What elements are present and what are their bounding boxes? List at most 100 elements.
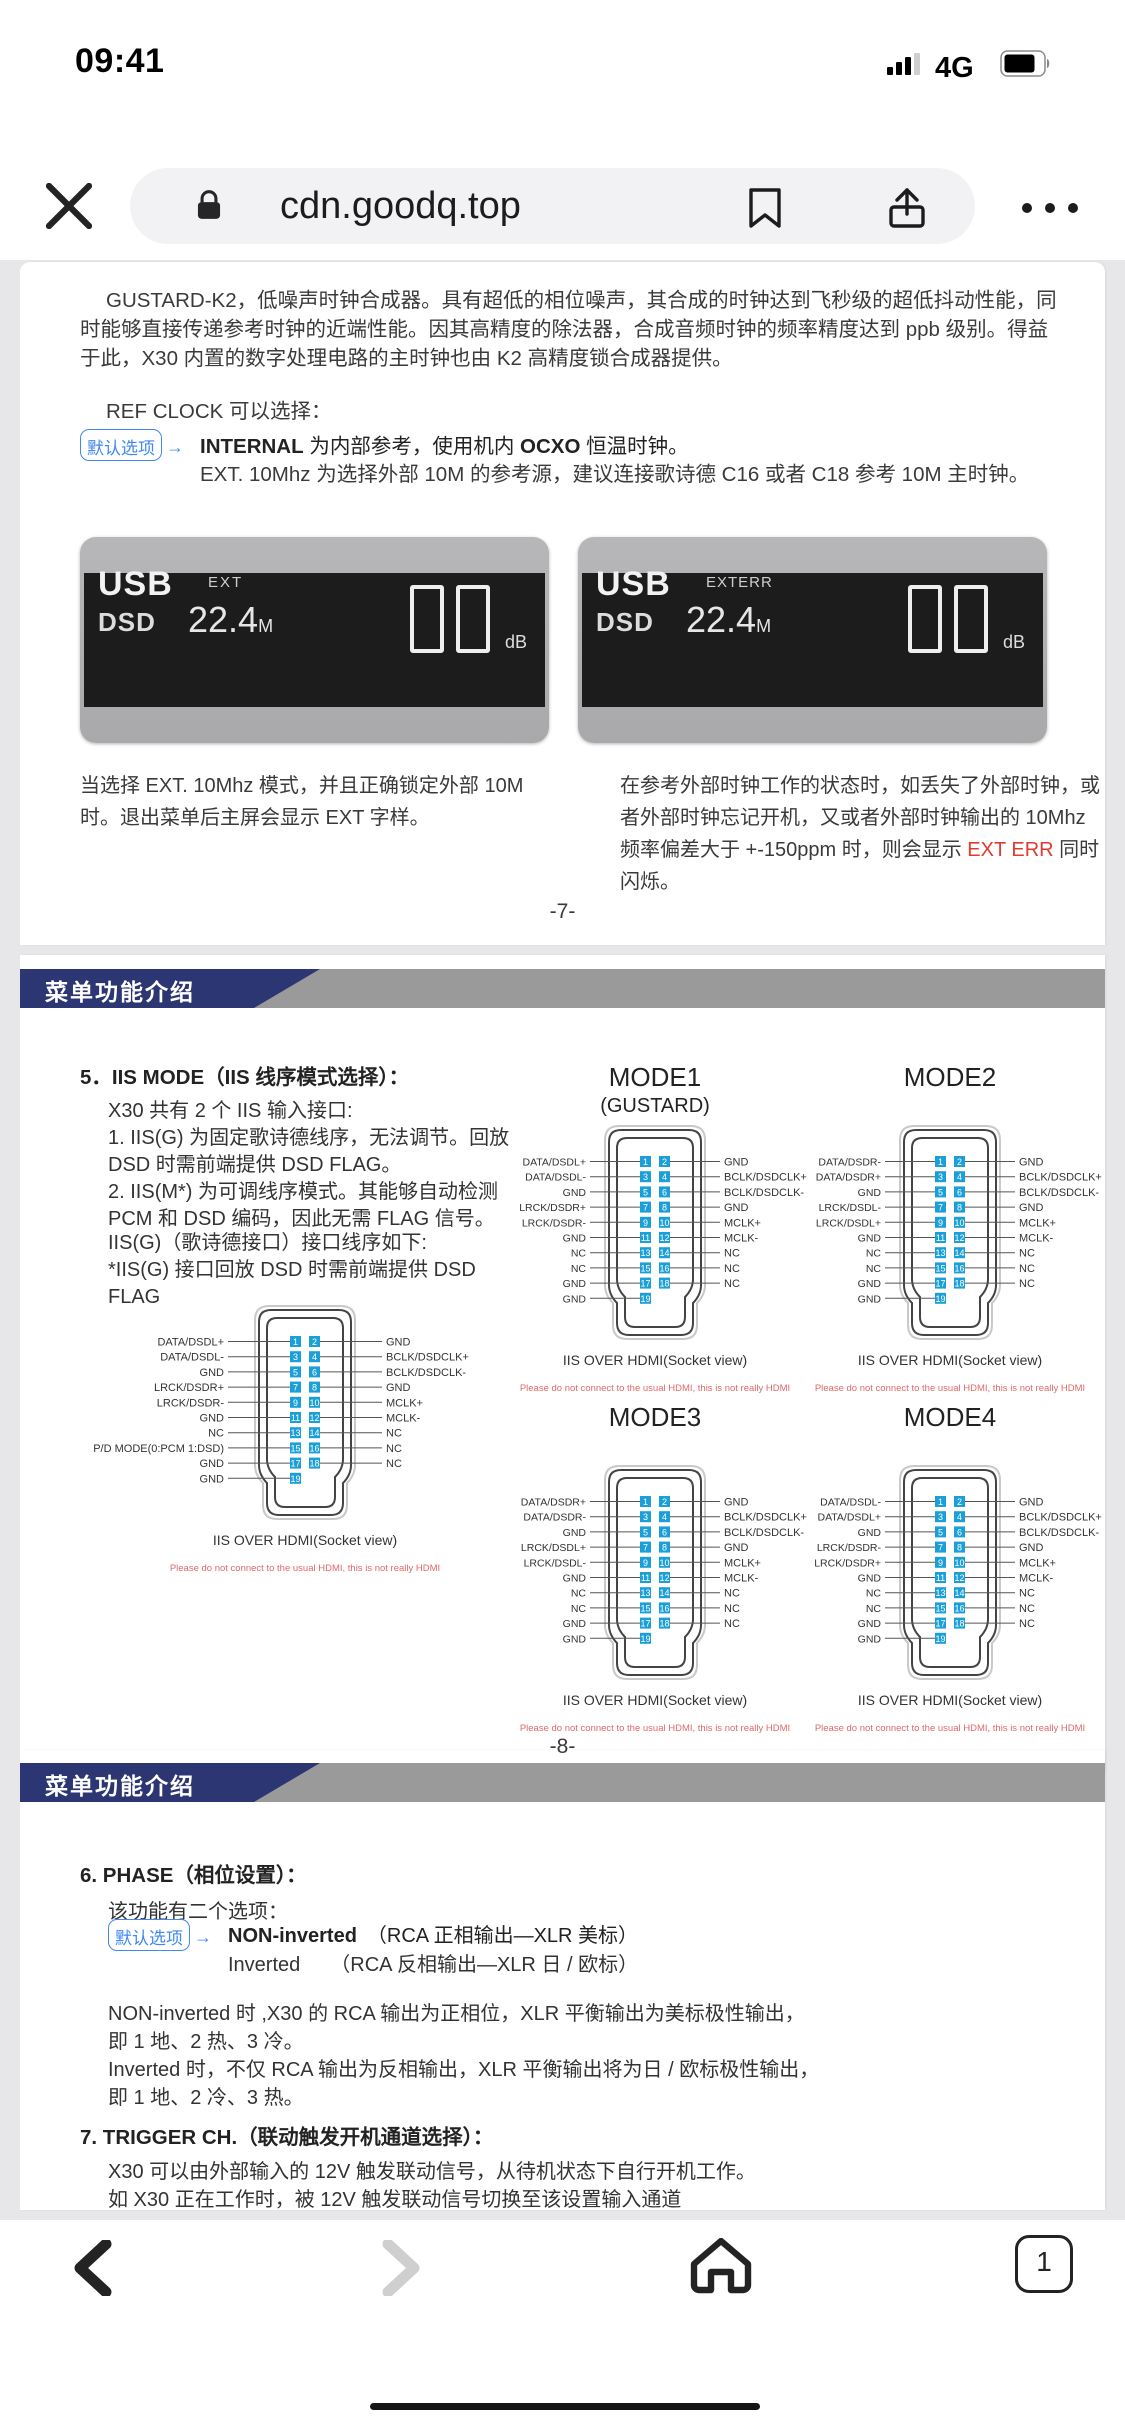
svg-text:6: 6 (957, 1527, 962, 1537)
svg-text:Please do not connect to the u: Please do not connect to the usual HDMI,… (815, 1383, 1085, 1394)
svg-text:LRCK/DSDR+: LRCK/DSDR+ (154, 1382, 224, 1394)
svg-text:10: 10 (659, 1558, 669, 1568)
svg-text:NC: NC (866, 1588, 882, 1600)
svg-text:16: 16 (954, 1263, 964, 1273)
svg-text:GND: GND (200, 1413, 225, 1425)
svg-text:12: 12 (954, 1573, 964, 1583)
svg-text:15: 15 (935, 1263, 945, 1273)
svg-text:GND: GND (858, 1573, 882, 1585)
svg-text:DATA/DSDR+: DATA/DSDR+ (521, 1497, 586, 1509)
svg-text:GND: GND (563, 1527, 587, 1539)
svg-text:9: 9 (643, 1558, 648, 1568)
svg-text:NC: NC (571, 1248, 587, 1260)
svg-text:GND: GND (858, 1187, 882, 1199)
svg-text:IIS OVER HDMI(Socket view): IIS OVER HDMI(Socket view) (858, 1352, 1042, 1368)
svg-text:7: 7 (643, 1543, 648, 1553)
svg-text:MCLK-: MCLK- (724, 1233, 759, 1245)
svg-text:MODE4: MODE4 (904, 1402, 996, 1432)
svg-text:11: 11 (641, 1573, 650, 1583)
svg-text:12: 12 (659, 1233, 669, 1243)
svg-text:GND: GND (200, 1458, 225, 1470)
svg-text:8: 8 (312, 1383, 317, 1393)
svg-text:12: 12 (309, 1413, 319, 1423)
svg-text:1: 1 (293, 1337, 298, 1347)
svg-text:2: 2 (662, 1497, 667, 1507)
svg-text:NC: NC (571, 1263, 587, 1275)
svg-text:NC: NC (571, 1603, 587, 1615)
svg-text:NC: NC (724, 1278, 740, 1290)
svg-text:GND: GND (200, 1367, 225, 1379)
svg-text:GND: GND (563, 1278, 587, 1290)
svg-text:19: 19 (640, 1294, 650, 1304)
svg-text:11: 11 (936, 1233, 945, 1243)
svg-text:GND: GND (386, 1337, 411, 1349)
svg-text:MCLK+: MCLK+ (724, 1217, 761, 1229)
svg-text:DATA/DSDR+: DATA/DSDR+ (816, 1172, 881, 1184)
svg-text:19: 19 (290, 1474, 300, 1484)
svg-text:GND: GND (724, 1202, 749, 1214)
svg-text:GND: GND (563, 1187, 587, 1199)
svg-text:13: 13 (935, 1588, 945, 1598)
svg-text:BCLK/DSDCLK+: BCLK/DSDCLK+ (1019, 1172, 1102, 1184)
svg-text:10: 10 (659, 1218, 669, 1228)
svg-text:Please do not connect to the u: Please do not connect to the usual HDMI,… (520, 1383, 790, 1394)
svg-text:9: 9 (938, 1558, 943, 1568)
svg-text:18: 18 (659, 1619, 669, 1629)
svg-text:18: 18 (954, 1619, 964, 1629)
svg-text:2: 2 (662, 1157, 667, 1167)
svg-text:14: 14 (659, 1588, 669, 1598)
svg-text:2: 2 (957, 1157, 962, 1167)
svg-text:DATA/DSDL+: DATA/DSDL+ (522, 1157, 586, 1169)
svg-text:GND: GND (858, 1618, 882, 1630)
svg-text:19: 19 (935, 1634, 945, 1644)
svg-text:LRCK/DSDL-: LRCK/DSDL- (819, 1202, 882, 1214)
svg-text:7: 7 (293, 1383, 298, 1393)
svg-text:DATA/DSDL-: DATA/DSDL- (525, 1172, 586, 1184)
svg-text:GND: GND (200, 1473, 225, 1485)
svg-text:11: 11 (641, 1233, 650, 1243)
svg-text:9: 9 (643, 1218, 648, 1228)
svg-text:NC: NC (866, 1603, 882, 1615)
svg-text:MCLK+: MCLK+ (386, 1397, 423, 1409)
svg-text:1: 1 (938, 1497, 943, 1507)
svg-text:IIS OVER HDMI(Socket view): IIS OVER HDMI(Socket view) (563, 1692, 747, 1708)
svg-text:3: 3 (938, 1172, 943, 1182)
svg-text:8: 8 (957, 1543, 962, 1553)
svg-text:GND: GND (858, 1633, 882, 1645)
svg-text:GND: GND (724, 1157, 749, 1169)
svg-text:8: 8 (662, 1203, 667, 1213)
svg-text:1: 1 (643, 1497, 648, 1507)
svg-text:MCLK-: MCLK- (724, 1573, 759, 1585)
svg-text:3: 3 (938, 1512, 943, 1522)
svg-text:14: 14 (659, 1248, 669, 1258)
svg-text:NC: NC (866, 1263, 882, 1275)
svg-text:4: 4 (312, 1352, 317, 1362)
svg-text:5: 5 (643, 1527, 648, 1537)
svg-text:(GUSTARD): (GUSTARD) (600, 1095, 710, 1117)
svg-text:GND: GND (1019, 1202, 1044, 1214)
svg-text:5: 5 (938, 1187, 943, 1197)
svg-text:DATA/DSDL-: DATA/DSDL- (820, 1497, 881, 1509)
svg-text:DATA/DSDR-: DATA/DSDR- (523, 1512, 586, 1524)
svg-text:GND: GND (858, 1278, 882, 1290)
svg-text:LRCK/DSDL-: LRCK/DSDL- (524, 1557, 587, 1569)
svg-text:7: 7 (938, 1203, 943, 1213)
svg-text:13: 13 (640, 1248, 650, 1258)
svg-text:18: 18 (309, 1459, 319, 1469)
svg-text:GND: GND (1019, 1157, 1044, 1169)
svg-text:LRCK/DSDL+: LRCK/DSDL+ (816, 1217, 881, 1229)
svg-text:MCLK-: MCLK- (1019, 1233, 1054, 1245)
svg-text:4: 4 (662, 1512, 667, 1522)
svg-text:MODE1: MODE1 (609, 1062, 701, 1092)
svg-text:15: 15 (640, 1263, 650, 1273)
svg-text:GND: GND (724, 1497, 749, 1509)
svg-text:NC: NC (386, 1458, 402, 1470)
svg-text:7: 7 (938, 1543, 943, 1553)
svg-text:DATA/DSDL+: DATA/DSDL+ (157, 1337, 224, 1349)
svg-text:12: 12 (659, 1573, 669, 1583)
svg-text:DATA/DSDR-: DATA/DSDR- (818, 1157, 881, 1169)
svg-text:NC: NC (1019, 1603, 1035, 1615)
svg-text:6: 6 (312, 1367, 317, 1377)
svg-text:8: 8 (662, 1543, 667, 1553)
svg-text:NC: NC (1019, 1278, 1035, 1290)
